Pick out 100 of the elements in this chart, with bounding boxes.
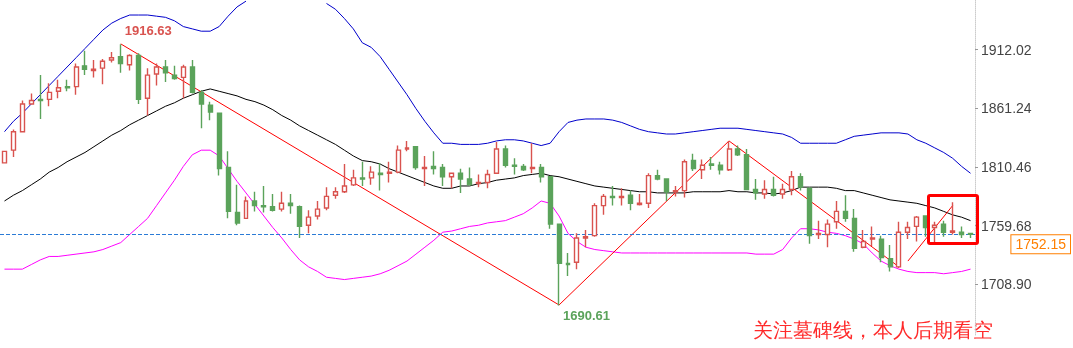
- candlestick: [305, 209, 312, 235]
- candlestick: [743, 148, 750, 191]
- candlestick: [627, 189, 634, 211]
- candlestick: [851, 208, 858, 253]
- candlestick: [296, 204, 303, 239]
- candlestick: [466, 166, 473, 186]
- candlestick: [940, 219, 947, 238]
- candlestick: [28, 92, 35, 105]
- candlestick: [55, 79, 62, 99]
- candlestick: [582, 229, 589, 248]
- candlestick: [761, 179, 768, 200]
- candlestick: [547, 176, 554, 230]
- y-tick-label: 1810.46: [981, 158, 1032, 175]
- candlestick: [350, 169, 357, 187]
- candlestick: [520, 163, 527, 172]
- candlestick: [690, 152, 697, 172]
- candlestick: [46, 82, 53, 107]
- candlestick: [368, 165, 375, 186]
- annotation: 1916.63: [124, 23, 172, 39]
- candlestick: [162, 59, 169, 83]
- candlestick: [708, 156, 715, 171]
- candlestick: [833, 200, 840, 230]
- candlestick: [404, 140, 410, 153]
- candlestick: [278, 191, 285, 213]
- candlestick: [636, 193, 643, 207]
- candlestick: [797, 172, 804, 192]
- candlestick: [332, 186, 339, 200]
- candlestick: [913, 215, 920, 243]
- candlestick: [457, 167, 464, 194]
- candlestick: [99, 58, 106, 86]
- candlestick: [377, 162, 384, 192]
- candlestick: [260, 185, 267, 214]
- candlestick: [439, 163, 446, 187]
- candlestick: [144, 67, 151, 117]
- candlestick: [618, 187, 625, 207]
- candlestick: [225, 150, 232, 220]
- candlestick: [895, 221, 902, 269]
- ref-line-label: 1752.15: [1015, 236, 1067, 253]
- candlestick: [234, 184, 241, 226]
- candlestick: [842, 194, 849, 223]
- candlestick: [251, 191, 258, 213]
- candlestick: [207, 100, 214, 121]
- candlestick: [189, 59, 196, 95]
- candlestick: [135, 52, 142, 105]
- candlestick: [359, 161, 366, 187]
- candlestick: [591, 202, 598, 238]
- candlestick: [493, 141, 500, 174]
- line-series: [3, 88, 972, 222]
- candlestick: [824, 218, 831, 248]
- y-tick-label: 1861.24: [981, 100, 1032, 117]
- candlestick: [198, 89, 205, 129]
- candlestick: [19, 99, 26, 133]
- candlestick: [654, 169, 661, 181]
- candlestick: [448, 172, 455, 189]
- candlestick: [430, 150, 437, 176]
- candlestick: [752, 178, 759, 201]
- candlestick: [421, 155, 428, 187]
- candlestick: [395, 144, 402, 174]
- candlestick: [180, 63, 187, 99]
- candlestick: [323, 186, 330, 211]
- y-tick-label: 1912.02: [981, 41, 1032, 58]
- candlestick: [609, 185, 616, 207]
- line-series: [3, 149, 972, 281]
- candlestick: [341, 163, 348, 194]
- candlestick: [171, 65, 178, 81]
- candlestick: [869, 225, 876, 247]
- candlestick: [726, 140, 733, 172]
- candlestick: [108, 51, 115, 64]
- candlestick: [788, 170, 795, 196]
- candlestick: [699, 158, 706, 180]
- candlestick: [502, 144, 509, 169]
- candlestick: [949, 201, 956, 236]
- candlestick: [511, 157, 518, 176]
- candlestick: [287, 193, 294, 215]
- candlestick: [904, 221, 911, 240]
- candlestick: [37, 74, 44, 120]
- candlestick: [386, 161, 393, 184]
- candlestick: [556, 223, 563, 307]
- candlestick: [573, 232, 580, 270]
- y-tick-label: 1708.90: [981, 276, 1032, 293]
- candlestick: [73, 62, 80, 96]
- candlestick: [153, 62, 160, 87]
- candlestick: [314, 200, 321, 221]
- candlestick: [770, 176, 777, 198]
- candlestick: [806, 187, 813, 245]
- candlestick: [878, 234, 885, 263]
- candlestick: [10, 128, 17, 158]
- candlestick: [717, 161, 724, 176]
- candlestick: [887, 244, 894, 273]
- candlestick: [958, 225, 965, 239]
- candlestick: [779, 182, 786, 200]
- candlestick: [860, 229, 867, 250]
- candlestick: [529, 142, 536, 174]
- candlestick: [64, 79, 71, 92]
- candlestick: [412, 146, 419, 171]
- candlestick: [81, 50, 88, 76]
- candlestick: [126, 53, 133, 72]
- candlestick: [672, 185, 679, 198]
- candlestick: [815, 219, 822, 240]
- candlestick: [117, 43, 124, 74]
